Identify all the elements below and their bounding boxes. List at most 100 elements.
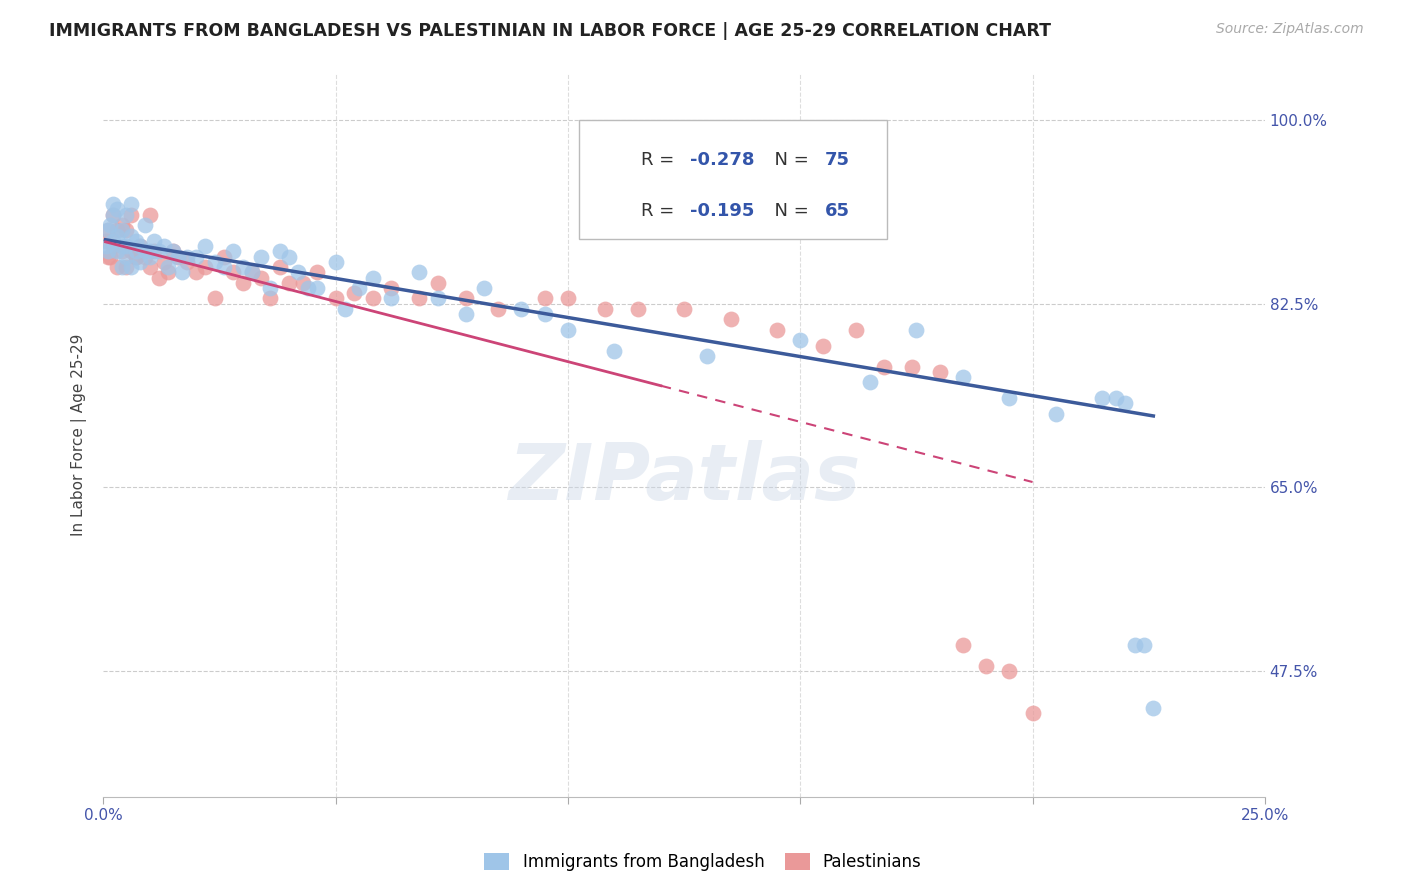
- Point: [115, 239, 138, 253]
- Point: [101, 197, 124, 211]
- Point: [287, 265, 309, 279]
- Point: [952, 638, 974, 652]
- Text: N =: N =: [763, 202, 814, 220]
- Point: [486, 301, 509, 316]
- Point: [626, 301, 648, 316]
- Point: [1142, 700, 1164, 714]
- Point: [101, 234, 124, 248]
- Point: [157, 265, 180, 279]
- Point: [250, 270, 273, 285]
- Point: [240, 265, 263, 279]
- Y-axis label: In Labor Force | Age 25-29: In Labor Force | Age 25-29: [72, 334, 87, 536]
- Point: [125, 244, 148, 259]
- Point: [166, 250, 188, 264]
- Point: [111, 260, 134, 274]
- Point: [900, 359, 922, 374]
- Point: [125, 250, 148, 264]
- Point: [250, 250, 273, 264]
- Point: [593, 301, 616, 316]
- Point: [148, 270, 170, 285]
- Point: [259, 281, 281, 295]
- Point: [232, 260, 254, 274]
- Point: [1045, 407, 1067, 421]
- Point: [129, 239, 152, 253]
- Point: [557, 292, 579, 306]
- Point: [557, 323, 579, 337]
- Point: [813, 339, 835, 353]
- Point: [148, 244, 170, 259]
- Point: [120, 260, 142, 274]
- Point: [204, 292, 226, 306]
- Point: [105, 223, 128, 237]
- Point: [101, 208, 124, 222]
- Point: [97, 244, 120, 259]
- Point: [408, 292, 430, 306]
- Point: [101, 208, 124, 222]
- Point: [361, 292, 384, 306]
- Point: [111, 244, 134, 259]
- Point: [380, 281, 402, 295]
- Point: [269, 260, 291, 274]
- Point: [905, 323, 928, 337]
- Point: [166, 250, 188, 264]
- Point: [533, 307, 555, 321]
- Point: [143, 234, 166, 248]
- Point: [105, 244, 128, 259]
- Point: [212, 260, 235, 274]
- Point: [859, 376, 882, 390]
- Point: [928, 365, 950, 379]
- Point: [194, 239, 217, 253]
- Point: [974, 658, 997, 673]
- Point: [115, 223, 138, 237]
- Point: [297, 281, 319, 295]
- Point: [952, 370, 974, 384]
- Point: [1123, 638, 1146, 652]
- Point: [305, 265, 328, 279]
- Point: [278, 276, 301, 290]
- Point: [720, 312, 742, 326]
- Point: [408, 265, 430, 279]
- Point: [845, 323, 868, 337]
- Point: [696, 349, 718, 363]
- Point: [115, 208, 138, 222]
- Text: R =: R =: [641, 151, 681, 169]
- Point: [186, 265, 208, 279]
- Point: [120, 208, 142, 222]
- Point: [120, 244, 142, 259]
- Point: [873, 359, 896, 374]
- Legend: Immigrants from Bangladesh, Palestinians: Immigrants from Bangladesh, Palestinians: [477, 845, 929, 880]
- Point: [222, 265, 245, 279]
- Point: [129, 244, 152, 259]
- Point: [343, 286, 366, 301]
- Point: [454, 307, 477, 321]
- Text: -0.195: -0.195: [690, 202, 754, 220]
- Point: [162, 244, 184, 259]
- Point: [789, 334, 811, 348]
- Point: [97, 250, 120, 264]
- Point: [292, 276, 315, 290]
- Text: -0.278: -0.278: [690, 151, 755, 169]
- Point: [222, 244, 245, 259]
- Point: [111, 218, 134, 232]
- Point: [129, 239, 152, 253]
- Point: [510, 301, 533, 316]
- Point: [157, 260, 180, 274]
- Point: [426, 276, 449, 290]
- Text: 65: 65: [824, 202, 849, 220]
- Point: [186, 250, 208, 264]
- Point: [1021, 706, 1043, 720]
- Point: [105, 260, 128, 274]
- Text: ZIPatlas: ZIPatlas: [508, 441, 860, 516]
- Point: [1105, 391, 1128, 405]
- Point: [603, 343, 626, 358]
- Point: [454, 292, 477, 306]
- Text: IMMIGRANTS FROM BANGLADESH VS PALESTINIAN IN LABOR FORCE | AGE 25-29 CORRELATION: IMMIGRANTS FROM BANGLADESH VS PALESTINIA…: [49, 22, 1052, 40]
- Point: [673, 301, 696, 316]
- Point: [111, 223, 134, 237]
- Point: [143, 244, 166, 259]
- Point: [97, 223, 120, 237]
- Point: [125, 250, 148, 264]
- Point: [138, 260, 160, 274]
- Point: [533, 292, 555, 306]
- Text: Source: ZipAtlas.com: Source: ZipAtlas.com: [1216, 22, 1364, 37]
